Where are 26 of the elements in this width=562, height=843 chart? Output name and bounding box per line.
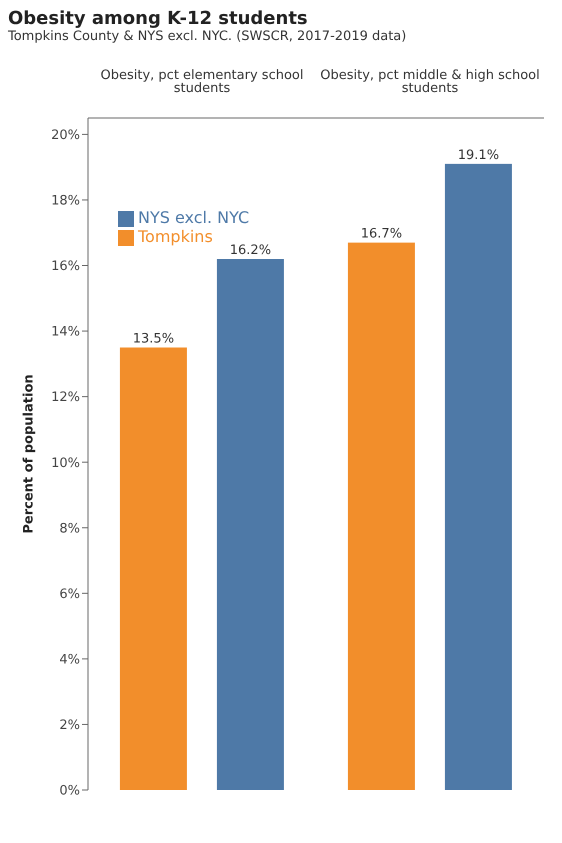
y-tick-label: 2% bbox=[59, 718, 80, 734]
bar bbox=[444, 164, 512, 790]
y-tick-label: 12% bbox=[51, 390, 80, 406]
y-tick-label: 16% bbox=[51, 259, 80, 274]
y-tick-label: 18% bbox=[51, 194, 80, 209]
y-tick-label: 14% bbox=[51, 324, 80, 340]
y-tick-label: 4% bbox=[59, 652, 80, 668]
data-label: 13.5% bbox=[132, 331, 174, 346]
data-label: 19.1% bbox=[458, 148, 500, 163]
y-tick-label: 20% bbox=[51, 128, 80, 144]
y-tick-label: 10% bbox=[51, 456, 80, 471]
legend-label: NYS excl. NYC bbox=[138, 208, 250, 227]
y-tick-label: 8% bbox=[59, 521, 80, 536]
chart-subtitle: Tompkins County & NYS excl. NYC. (SWSCR, 2017-2019 data) bbox=[8, 29, 408, 44]
data-label: 16.2% bbox=[230, 242, 272, 258]
x-tick-label: Obesity, pct elementary school students bbox=[100, 68, 304, 96]
bar bbox=[120, 347, 187, 790]
bar bbox=[348, 242, 415, 790]
y-axis-title: Percent of population bbox=[22, 374, 37, 534]
x-tick-label: Obesity, pct middle & high school students bbox=[320, 68, 540, 96]
chart-title: Obesity among K-12 students bbox=[8, 8, 309, 29]
y-tick-label: 0% bbox=[59, 784, 80, 799]
y-tick-label: 6% bbox=[59, 586, 80, 602]
data-label: 16.7% bbox=[360, 226, 402, 242]
bar bbox=[216, 258, 284, 790]
legend-label: Tompkins bbox=[138, 227, 213, 246]
